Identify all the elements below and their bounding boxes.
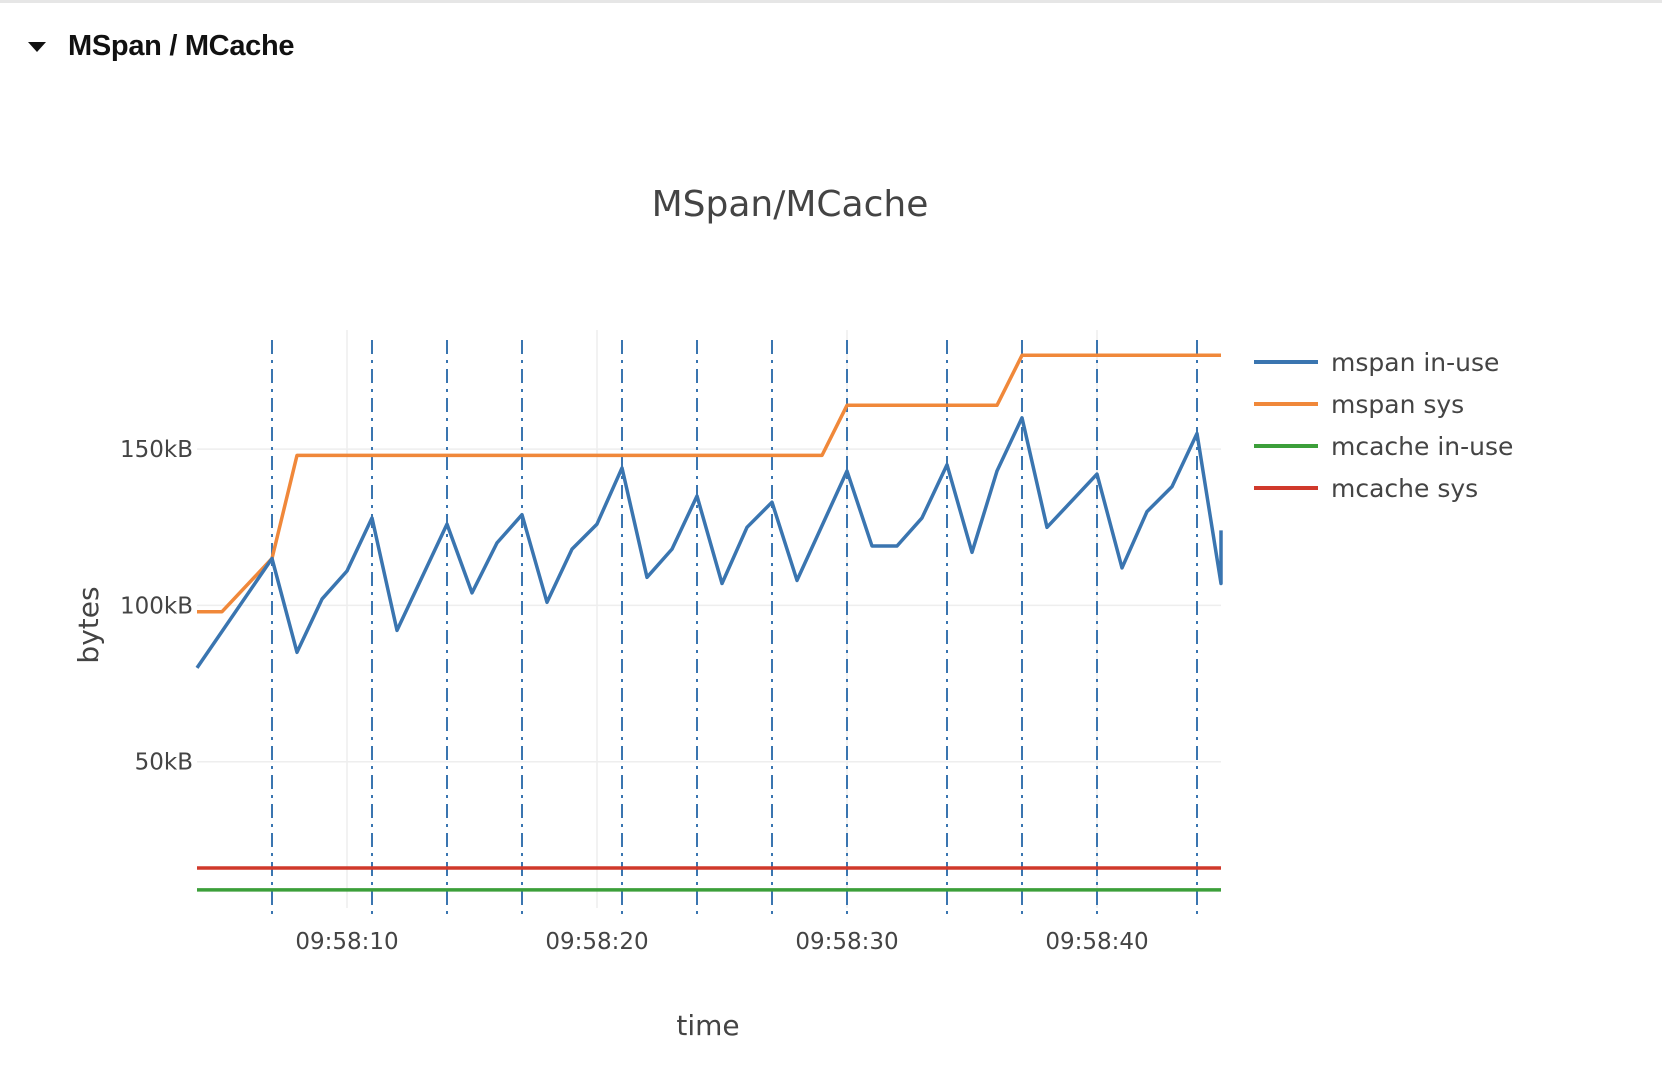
x-axis-label: time <box>676 1009 739 1042</box>
event-markers <box>271 340 1198 920</box>
legend-label: mcache in-use <box>1331 432 1513 461</box>
top-border <box>0 0 1662 3</box>
grid <box>197 330 1221 908</box>
x-tick-label: 09:58:40 <box>1045 929 1148 955</box>
y-tick-label: 50kB <box>135 750 193 776</box>
x-tick-label: 09:58:10 <box>295 929 398 955</box>
plot-area <box>195 353 1223 892</box>
legend: mspan in-use mspan sys mcache in-use mcache… <box>1254 348 1513 503</box>
legend-label: mspan sys <box>1331 390 1464 419</box>
axis-ticks: 50kB 100kB 150kB 09:58:10 09:58:20 09:58:30 09… <box>120 437 1149 955</box>
x-tick-label: 09:58:30 <box>795 929 898 955</box>
series-line-mspan-in-use <box>195 416 1223 669</box>
section-header-toggle[interactable]: MSpan / MCache <box>28 26 295 66</box>
section-title: MSpan / MCache <box>68 29 295 62</box>
chart-title: MSpan/MCache <box>652 184 929 225</box>
y-tick-label: 150kB <box>120 437 193 463</box>
legend-label: mcache sys <box>1331 474 1478 503</box>
series-line-mspan-sys <box>197 353 1221 614</box>
y-axis-label: bytes <box>72 586 105 663</box>
caret-down-icon[interactable] <box>28 42 46 52</box>
x-tick-label: 09:58:20 <box>545 929 648 955</box>
y-tick-label: 100kB <box>120 593 193 619</box>
legend-label: mspan in-use <box>1331 348 1499 377</box>
